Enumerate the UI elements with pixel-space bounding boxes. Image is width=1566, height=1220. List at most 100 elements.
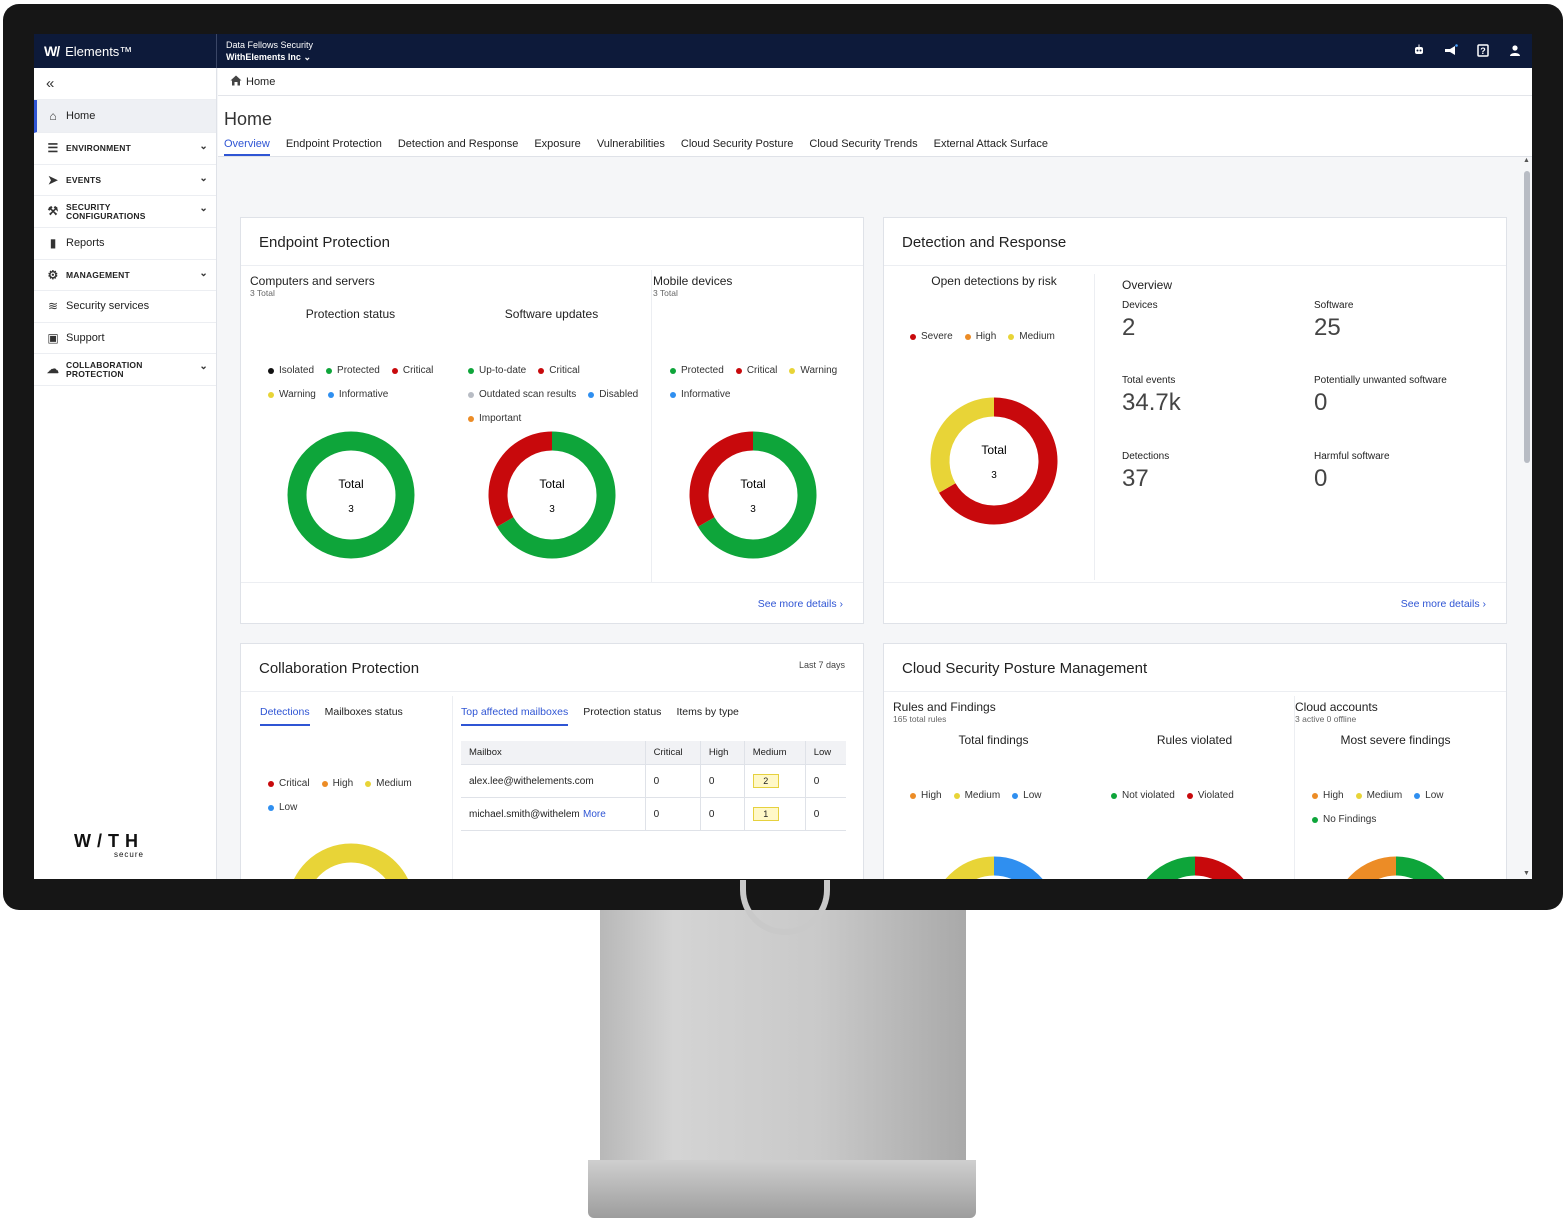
legend-item[interactable]: Low: [1414, 790, 1444, 801]
stat-value[interactable]: 34.7k: [1122, 389, 1181, 416]
legend-item[interactable]: No Findings: [1312, 814, 1376, 825]
legend-item[interactable]: Not violated: [1111, 790, 1175, 801]
help-icon[interactable]: ?: [1476, 42, 1490, 58]
legend-item[interactable]: Low: [268, 802, 297, 813]
medium-count[interactable]: 2: [752, 774, 779, 788]
sidebar-item-reports[interactable]: ▮ Reports: [34, 228, 216, 260]
organization-selector[interactable]: Data Fellows Security WithElements Inc ⌄: [226, 39, 313, 63]
sidebar-item-support[interactable]: ▣ Support: [34, 323, 216, 354]
legend-item[interactable]: High: [321, 778, 353, 789]
legend-item[interactable]: Up-to-date: [468, 365, 526, 376]
column-header[interactable]: Low: [805, 741, 846, 765]
legend-item[interactable]: Warning: [789, 365, 837, 376]
legend-item[interactable]: High: [964, 331, 996, 342]
legend-item[interactable]: High: [910, 790, 942, 801]
sidebar-item-collaboration-protection[interactable]: ☁ COLLABORATION PROTECTION ⌄: [34, 354, 216, 386]
donut-segment[interactable]: [1395, 856, 1450, 879]
legend-item[interactable]: Informative: [327, 389, 388, 400]
donut-segment[interactable]: [939, 397, 1058, 525]
stat-value[interactable]: 37: [1122, 465, 1149, 492]
protection-status-donut[interactable]: Total 3: [286, 430, 416, 560]
legend-item[interactable]: Protected: [326, 365, 380, 376]
donut-segment[interactable]: [497, 431, 616, 559]
donut-segment[interactable]: [1342, 856, 1397, 879]
tab-external-attack-surface[interactable]: External Attack Surface: [933, 138, 1048, 150]
donut-segment[interactable]: [294, 843, 408, 879]
collapse-sidebar-icon[interactable]: «: [34, 68, 216, 100]
software-updates-donut[interactable]: Total 3: [487, 430, 617, 560]
column-header[interactable]: High: [700, 741, 745, 765]
sidebar-item-events[interactable]: ➤ EVENTS ⌄: [34, 165, 216, 196]
chevron-down-icon[interactable]: ⌄: [199, 141, 208, 152]
legend-item[interactable]: Critical: [538, 365, 580, 376]
card-title[interactable]: Collaboration Protection: [259, 660, 420, 677]
tab-endpoint-protection[interactable]: Endpoint Protection: [285, 138, 382, 150]
tab-mailboxes-status[interactable]: Mailboxes status: [324, 706, 403, 718]
most-severe-donut[interactable]: Total: [1331, 855, 1461, 879]
total-findings-donut[interactable]: Total: [929, 855, 1059, 879]
more-link[interactable]: More: [583, 808, 606, 820]
card-title[interactable]: Cloud Security Posture Management: [902, 660, 1148, 677]
donut-segment[interactable]: [287, 431, 415, 559]
legend-item[interactable]: Medium: [365, 778, 412, 789]
legend-item[interactable]: Disabled: [588, 389, 638, 400]
legend-item[interactable]: Isolated: [268, 365, 314, 376]
legend-item[interactable]: Protected: [670, 365, 724, 376]
sidebar-item-security-services[interactable]: ≋ Security services: [34, 291, 216, 323]
sidebar-item-security-configurations[interactable]: ⚒ SECURITY CONFIGURATIONS ⌄: [34, 196, 216, 228]
tab-vulnerabilities[interactable]: Vulnerabilities: [596, 138, 665, 150]
legend-item[interactable]: Medium: [1008, 331, 1055, 342]
legend-item[interactable]: Medium: [953, 790, 1000, 801]
stat-value[interactable]: 0: [1314, 389, 1328, 416]
legend-item[interactable]: Outdated scan results: [468, 389, 576, 400]
mobile-devices-donut[interactable]: Total 3: [688, 430, 818, 560]
see-more-details-link[interactable]: See more details ›: [1400, 598, 1486, 610]
stat-value[interactable]: 0: [1314, 465, 1328, 492]
legend-item[interactable]: Important: [468, 413, 521, 424]
chevron-down-icon[interactable]: ⌄: [199, 361, 208, 372]
donut-segment[interactable]: [993, 856, 1048, 879]
sidebar-item-management[interactable]: ⚙ MANAGEMENT ⌄: [34, 260, 216, 291]
tab-exposure[interactable]: Exposure: [534, 138, 581, 150]
scrollbar-thumb[interactable]: [1524, 171, 1530, 463]
scroll-up-icon[interactable]: ▲: [1523, 157, 1530, 164]
legend-item[interactable]: Violated: [1186, 790, 1234, 801]
card-title[interactable]: Endpoint Protection: [259, 234, 390, 251]
megaphone-icon[interactable]: [1444, 42, 1458, 58]
brand-logo[interactable]: W/ Elements™: [34, 34, 217, 68]
donut-segment[interactable]: [1141, 856, 1196, 879]
breadcrumb-home[interactable]: Home: [246, 75, 276, 88]
robot-icon[interactable]: [1412, 42, 1426, 58]
tab-detections[interactable]: Detections: [260, 706, 310, 726]
medium-count[interactable]: 1: [752, 807, 779, 821]
open-detections-donut[interactable]: Total 3: [929, 396, 1059, 526]
tab-protection-status[interactable]: Protection status: [583, 706, 662, 718]
donut-segment[interactable]: [488, 431, 553, 527]
tab-cloud-security-trends[interactable]: Cloud Security Trends: [809, 138, 918, 150]
tab-top-affected-mailboxes[interactable]: Top affected mailboxes: [461, 706, 569, 726]
donut-segment[interactable]: [940, 856, 995, 879]
tab-items-by-type[interactable]: Items by type: [676, 706, 739, 718]
tab-cloud-security-posture[interactable]: Cloud Security Posture: [680, 138, 794, 150]
legend-item[interactable]: Medium: [1355, 790, 1402, 801]
donut-segment[interactable]: [1194, 856, 1249, 879]
column-header[interactable]: Critical: [645, 741, 701, 765]
legend-item[interactable]: Warning: [268, 389, 316, 400]
rules-violated-donut[interactable]: Total: [1130, 855, 1260, 879]
user-icon[interactable]: [1508, 42, 1522, 58]
stat-value[interactable]: 25: [1314, 314, 1341, 341]
see-more-details-link[interactable]: See more details ›: [757, 598, 843, 610]
table-row[interactable]: alex.lee@withelements.com 0 0 2 0: [461, 764, 846, 798]
tab-detection-and-response[interactable]: Detection and Response: [397, 138, 519, 150]
legend-item[interactable]: High: [1312, 790, 1344, 801]
column-header[interactable]: Mailbox: [461, 741, 646, 765]
legend-item[interactable]: Critical: [391, 365, 433, 376]
chevron-down-icon[interactable]: ⌄: [199, 203, 208, 214]
table-row[interactable]: michael.smith@withelements.com More 0 0 1 0: [461, 797, 846, 831]
tab-overview[interactable]: Overview: [224, 138, 270, 156]
chevron-down-icon[interactable]: ⌄: [199, 172, 208, 184]
collab-detections-donut[interactable]: Total: [286, 842, 416, 879]
sidebar-item-home[interactable]: ⌂ Home: [34, 100, 216, 133]
sidebar-item-environment[interactable]: ☰ ENVIRONMENT ⌄: [34, 133, 216, 165]
stat-value[interactable]: 2: [1122, 314, 1136, 341]
